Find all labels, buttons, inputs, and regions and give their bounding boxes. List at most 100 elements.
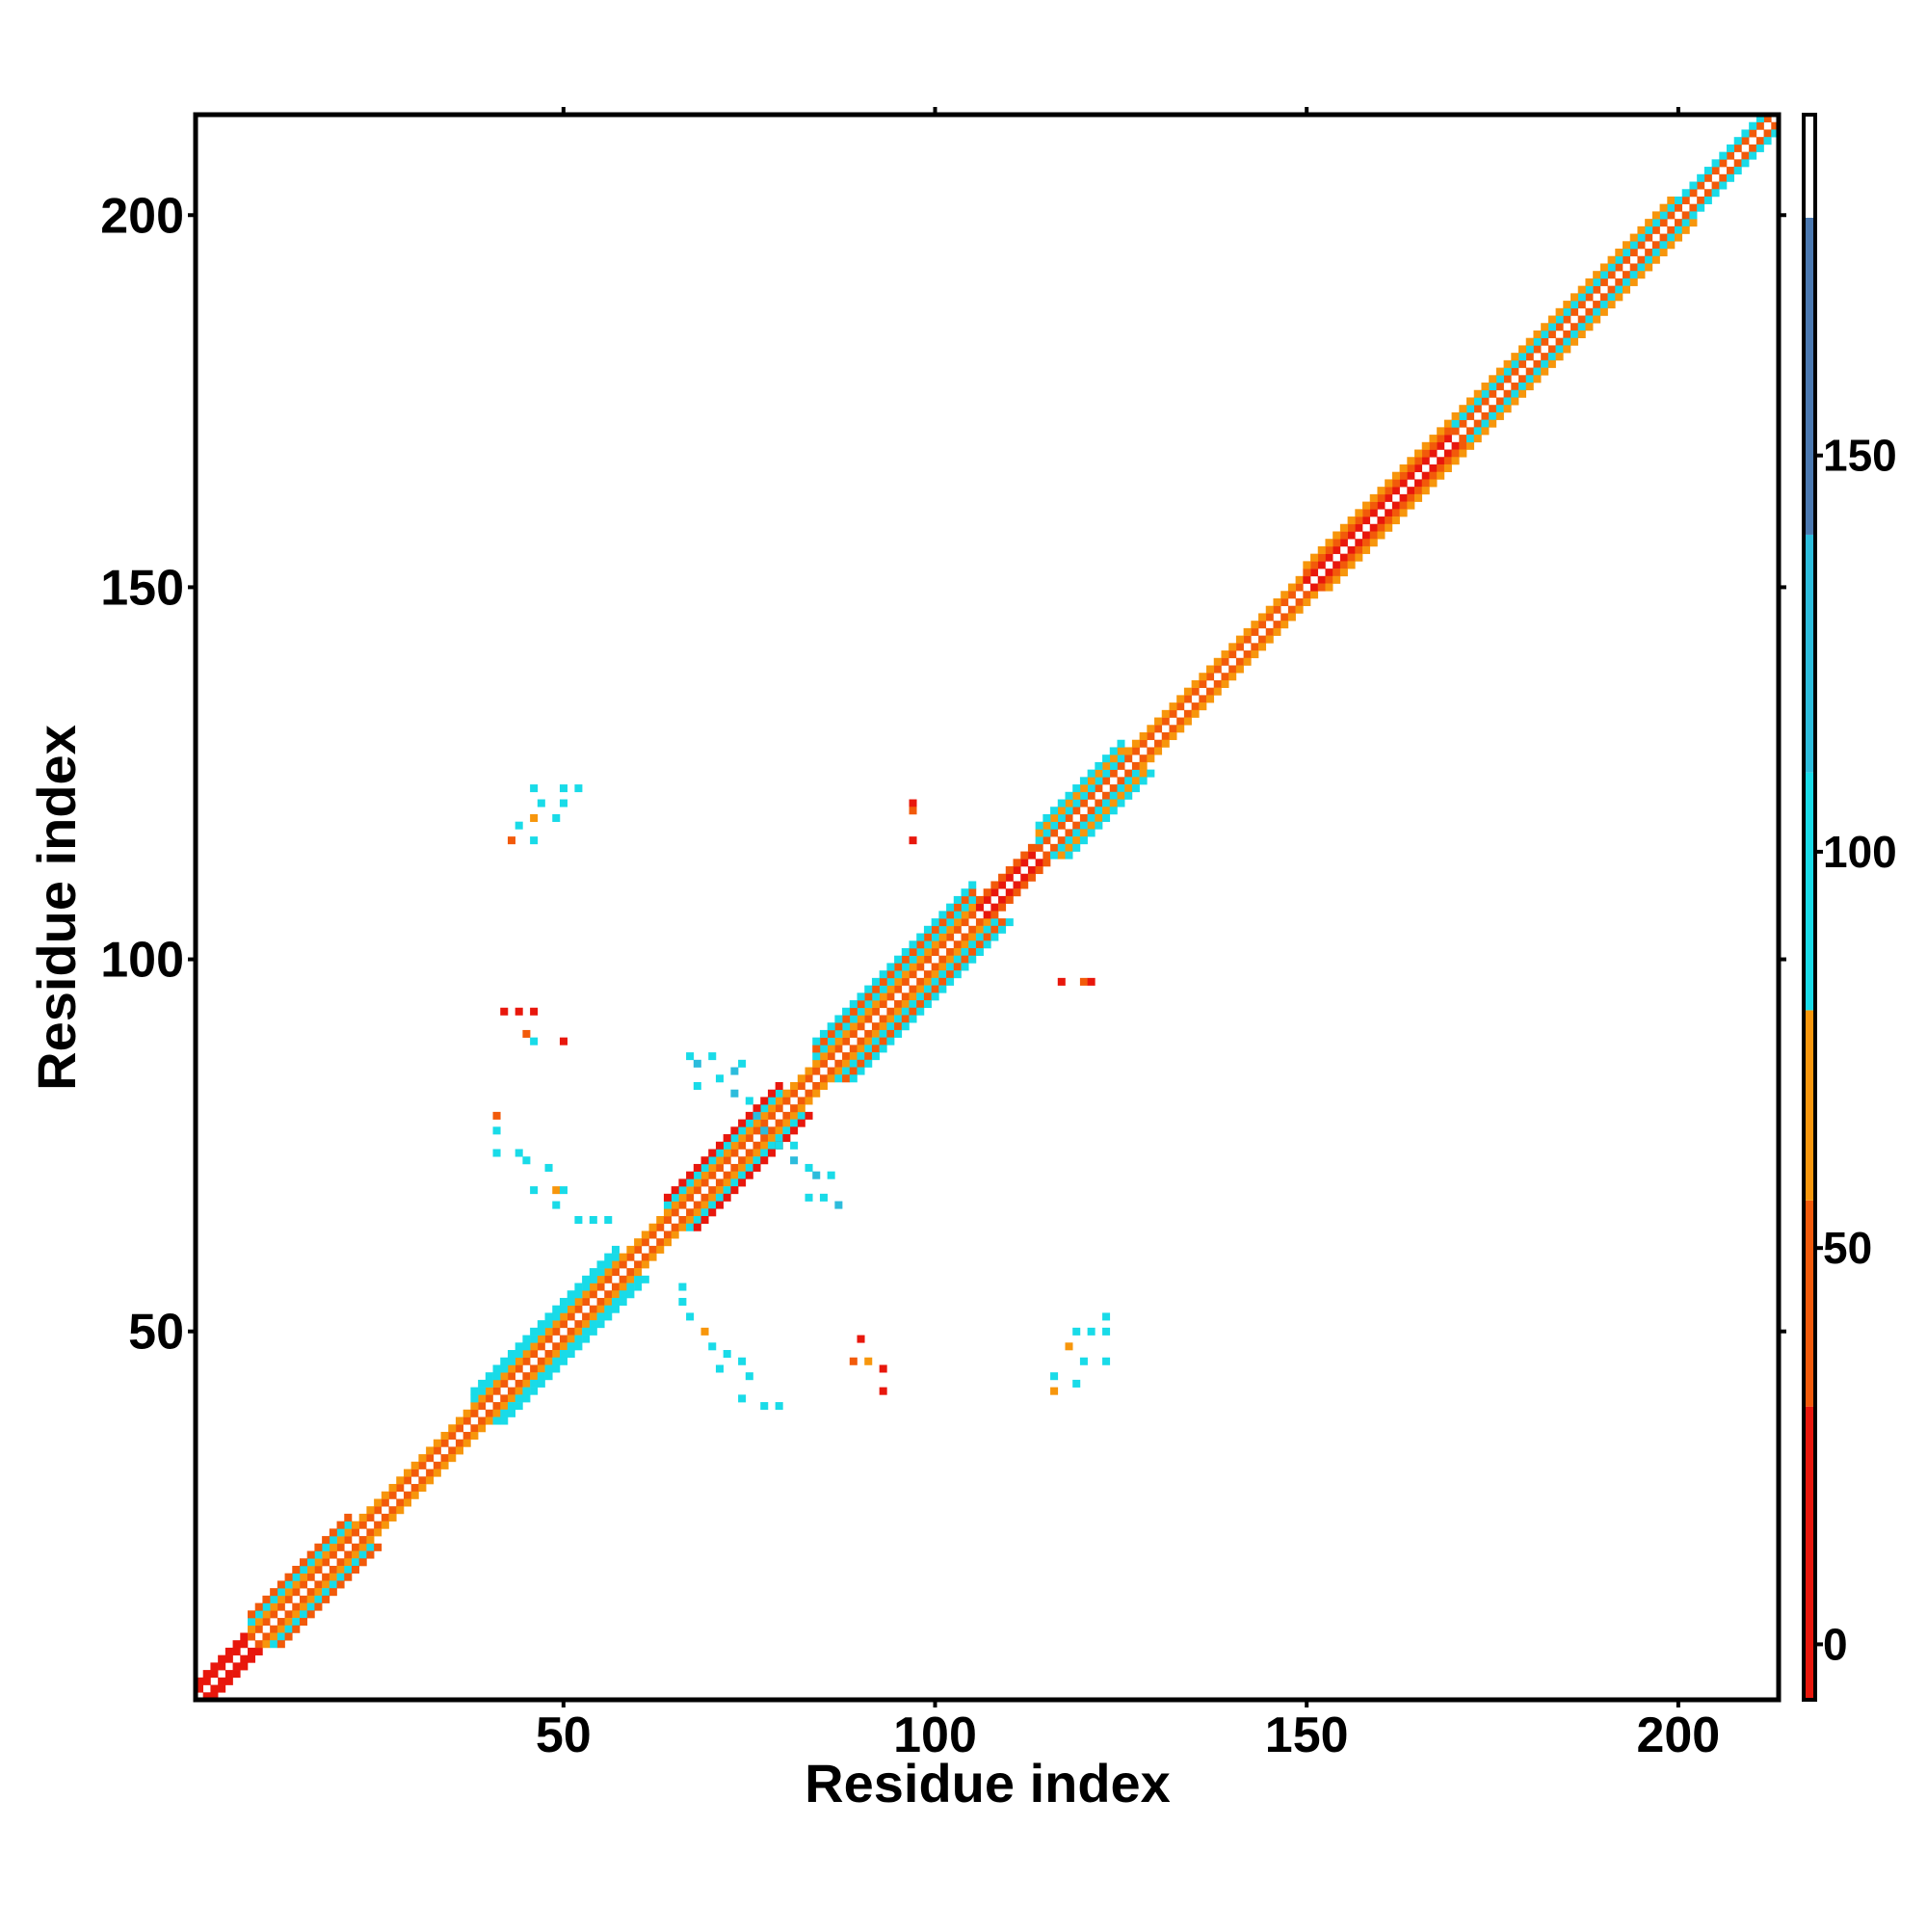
heatmap-cell xyxy=(336,1565,345,1575)
heatmap-cell xyxy=(254,1602,263,1611)
heatmap-cell xyxy=(1629,233,1638,242)
heatmap-cell xyxy=(1199,679,1207,688)
heatmap-cell xyxy=(1629,249,1638,257)
heatmap-cell xyxy=(1169,725,1177,733)
heatmap-cell xyxy=(931,970,939,979)
heatmap-cell xyxy=(961,918,969,927)
heatmap-cell xyxy=(634,1283,643,1291)
heatmap-cell xyxy=(381,1498,389,1507)
heatmap-cell xyxy=(1429,435,1438,443)
heatmap-cell xyxy=(983,895,991,904)
heatmap-cell xyxy=(738,1141,747,1150)
heatmap-cell xyxy=(879,1000,887,1009)
heatmap-cell xyxy=(1005,895,1014,904)
heatmap-cell xyxy=(834,1022,843,1031)
heatmap-cell xyxy=(596,1305,605,1313)
y-tick-label: 150 xyxy=(100,560,184,616)
heatmap-cell xyxy=(410,1461,419,1469)
heatmap-cell xyxy=(961,895,969,904)
heatmap-cell xyxy=(1213,679,1222,688)
heatmap-cell xyxy=(611,1305,620,1313)
heatmap-cell xyxy=(708,1171,717,1179)
heatmap-cell xyxy=(559,1305,568,1313)
heatmap-cell xyxy=(656,1245,665,1254)
heatmap-cell xyxy=(998,881,1007,889)
heatmap-cell xyxy=(530,784,539,793)
heatmap-cell xyxy=(1176,725,1185,733)
heatmap-cell xyxy=(1355,539,1363,547)
heatmap-cell xyxy=(864,1059,873,1068)
heatmap-cell xyxy=(1711,167,1720,175)
heatmap-cell xyxy=(1005,866,1014,875)
heatmap-cell xyxy=(247,1618,256,1627)
heatmap-cell xyxy=(485,1372,493,1381)
heatmap-cell xyxy=(299,1602,308,1611)
heatmap-cell xyxy=(254,1618,263,1627)
heatmap-cell xyxy=(775,1081,783,1091)
heatmap-cell xyxy=(374,1498,383,1507)
heatmap-cell xyxy=(983,925,991,934)
heatmap-cell xyxy=(1206,695,1215,703)
heatmap-cell xyxy=(812,1081,821,1091)
heatmap-cell xyxy=(909,1000,917,1009)
heatmap-cell xyxy=(322,1588,330,1597)
heatmap-cell xyxy=(1057,799,1066,807)
heatmap-cell xyxy=(1697,173,1705,182)
heatmap-cell xyxy=(1377,523,1386,532)
heatmap-cell xyxy=(678,1201,687,1209)
heatmap-cell xyxy=(388,1491,397,1499)
heatmap-cell xyxy=(232,1662,241,1671)
heatmap-cell xyxy=(775,1402,783,1411)
heatmap-cell xyxy=(351,1521,359,1529)
heatmap-cell xyxy=(700,1178,709,1187)
heatmap-cell xyxy=(1287,613,1296,622)
heatmap-cell xyxy=(284,1632,293,1641)
heatmap-cell xyxy=(1355,545,1363,554)
heatmap-cell xyxy=(715,1364,724,1373)
heatmap-cell xyxy=(1124,777,1133,785)
heatmap-cell xyxy=(1593,307,1601,316)
heatmap-cell xyxy=(1013,881,1021,889)
heatmap-cell xyxy=(834,1067,843,1075)
heatmap-cell xyxy=(1489,375,1497,384)
heatmap-cell xyxy=(953,895,962,904)
heatmap-cell xyxy=(1102,777,1111,785)
heatmap-cell xyxy=(1599,271,1608,279)
heatmap-cell xyxy=(1154,739,1163,748)
heatmap-cell xyxy=(1265,627,1274,636)
heatmap-cell xyxy=(1079,813,1088,822)
heatmap-cell xyxy=(544,1335,553,1343)
heatmap-cell xyxy=(708,1208,717,1217)
heatmap-cell xyxy=(648,1223,657,1231)
heatmap-cell xyxy=(1429,479,1438,488)
heatmap-cell xyxy=(426,1476,435,1485)
heatmap-cell xyxy=(745,1149,753,1157)
heatmap-cell xyxy=(700,1327,709,1336)
heatmap-cell xyxy=(574,784,583,793)
heatmap-cell xyxy=(492,1409,501,1417)
heatmap-cell xyxy=(218,1662,226,1671)
x-tick-label: 100 xyxy=(893,1707,977,1763)
heatmap-cell xyxy=(1489,383,1497,391)
heatmap-cell xyxy=(909,807,917,815)
heatmap-cell xyxy=(515,821,523,830)
heatmap-cell xyxy=(1681,196,1690,204)
heatmap-cell xyxy=(1385,479,1393,488)
heatmap-cell xyxy=(961,903,969,912)
heatmap-cell xyxy=(1251,627,1259,636)
heatmap-cell xyxy=(224,1654,233,1663)
heatmap-cell xyxy=(1525,353,1534,361)
heatmap-cell xyxy=(589,1283,597,1291)
heatmap-cell xyxy=(834,1037,843,1045)
heatmap-cell xyxy=(1755,137,1764,146)
heatmap-cell xyxy=(1020,859,1029,867)
heatmap-cell xyxy=(1414,487,1423,495)
heatmap-cell xyxy=(1585,278,1594,286)
heatmap-cell xyxy=(1727,144,1735,152)
heatmap-cell xyxy=(544,1357,553,1365)
heatmap-cell xyxy=(1585,315,1594,324)
heatmap-cell xyxy=(678,1186,687,1195)
heatmap-cell xyxy=(299,1573,308,1581)
heatmap-cell xyxy=(990,911,999,919)
heatmap-cell xyxy=(1251,643,1259,651)
